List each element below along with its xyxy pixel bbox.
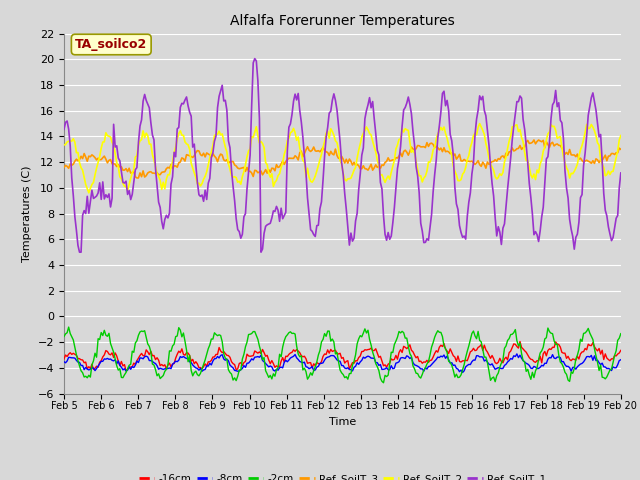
X-axis label: Time: Time (329, 417, 356, 427)
Title: Alfalfa Forerunner Temperatures: Alfalfa Forerunner Temperatures (230, 14, 455, 28)
Legend: -16cm, -8cm, -2cm, Ref_SoilT_3, Ref_SoilT_2, Ref_SoilT_1: -16cm, -8cm, -2cm, Ref_SoilT_3, Ref_Soil… (134, 470, 550, 480)
Text: TA_soilco2: TA_soilco2 (75, 38, 147, 51)
Y-axis label: Temperatures (C): Temperatures (C) (22, 165, 32, 262)
